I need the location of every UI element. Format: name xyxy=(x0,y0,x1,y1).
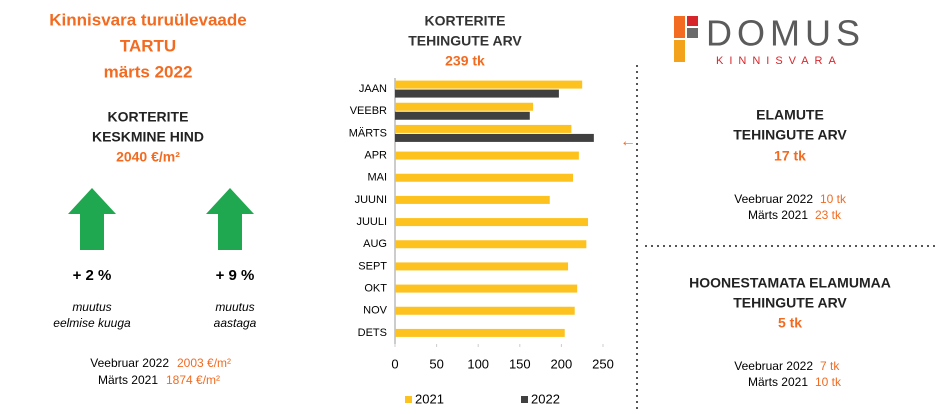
heading: ELAMUTE xyxy=(756,107,824,123)
change-text: aastaga xyxy=(214,316,257,330)
bar xyxy=(395,195,550,204)
y-tick-label: MAI xyxy=(367,172,387,184)
x-tick-label: 150 xyxy=(509,356,531,371)
bar xyxy=(395,262,569,271)
chart-title: TEHINGUTE ARV xyxy=(408,33,522,49)
comparison-label: Märts 2021 xyxy=(748,375,808,389)
value: 5 tk xyxy=(778,315,802,331)
y-tick-label: JUULI xyxy=(356,216,387,228)
heading: TEHINGUTE ARV xyxy=(733,295,847,311)
heading: HOONESTAMATA ELAMUMAA xyxy=(689,275,891,291)
bar xyxy=(395,328,565,337)
logo-sub: KINNISVARA xyxy=(716,55,842,67)
chart-subtitle: 239 tk xyxy=(445,53,485,69)
up-arrow xyxy=(206,188,254,250)
comparison-value: 7 tk xyxy=(820,359,840,373)
comparison-value: 23 tk xyxy=(815,208,842,222)
bar xyxy=(395,89,559,98)
bar xyxy=(395,218,589,227)
title: märts 2022 xyxy=(104,62,193,81)
x-tick-label: 50 xyxy=(429,356,443,371)
bar xyxy=(395,306,575,315)
title: TARTU xyxy=(120,36,176,55)
change-text: muutus xyxy=(72,300,111,314)
bar xyxy=(395,284,578,293)
y-tick-label: JAAN xyxy=(359,83,387,95)
value: 17 tk xyxy=(774,148,806,164)
y-tick-label: OKT xyxy=(364,282,387,294)
legend-label: 2022 xyxy=(531,391,560,406)
bar xyxy=(395,111,530,120)
y-tick-label: JUUNI xyxy=(355,194,387,206)
legend-swatch xyxy=(521,396,528,403)
logo-block xyxy=(687,16,698,26)
y-tick-label: APR xyxy=(364,149,387,161)
y-tick-label: DETS xyxy=(358,327,387,339)
title: Kinnisvara turuülevaade xyxy=(49,10,246,29)
logo-block xyxy=(687,28,698,38)
legend-label: 2021 xyxy=(415,391,444,406)
chart-title: KORTERITE xyxy=(425,13,506,29)
x-tick-label: 250 xyxy=(592,356,614,371)
comparison-label: Märts 2021 xyxy=(748,208,808,222)
comparison-value: 10 tk xyxy=(820,192,847,206)
comparison-label: Märts 2021 xyxy=(98,373,158,387)
price: 2040 €/m² xyxy=(116,149,180,165)
y-tick-label: AUG xyxy=(363,238,387,250)
heading: KESKMINE HIND xyxy=(92,129,204,145)
x-tick-label: 100 xyxy=(467,356,489,371)
x-tick-label: 0 xyxy=(391,356,398,371)
bar xyxy=(395,102,534,111)
logo-block xyxy=(674,40,685,62)
change-text: eelmise kuuga xyxy=(53,316,131,330)
y-tick-label: MÄRTS xyxy=(349,127,387,139)
logo-name: DOMUS xyxy=(706,13,865,54)
comparison-value: 2003 €/m² xyxy=(177,356,231,370)
comparison-label: Veebruar 2022 xyxy=(734,192,813,206)
change-text: muutus xyxy=(215,300,254,314)
comparison-value: 1874 €/m² xyxy=(166,373,220,387)
heading: KORTERITE xyxy=(108,109,189,125)
y-tick-label: SEPT xyxy=(358,260,387,272)
logo-block xyxy=(674,16,685,38)
comparison-value: 10 tk xyxy=(815,375,842,389)
change-value: + 9 % xyxy=(216,267,255,284)
bar xyxy=(395,80,583,89)
up-arrow xyxy=(68,188,116,250)
bar xyxy=(395,133,594,142)
comparison-label: Veebruar 2022 xyxy=(734,359,813,373)
logo: DOMUS KINNISVARA xyxy=(674,13,865,67)
comparison-label: Veebruar 2022 xyxy=(90,356,169,370)
bar xyxy=(395,240,587,249)
bar xyxy=(395,151,579,160)
bar xyxy=(395,124,572,133)
legend-swatch xyxy=(405,396,412,403)
heading: TEHINGUTE ARV xyxy=(733,127,847,143)
x-tick-label: 200 xyxy=(551,356,573,371)
change-value: + 2 % xyxy=(73,267,112,284)
y-tick-label: VEEBR xyxy=(350,105,387,117)
bar xyxy=(395,173,574,182)
y-tick-label: NOV xyxy=(363,305,388,317)
annotation-arrow: ← xyxy=(620,133,636,150)
